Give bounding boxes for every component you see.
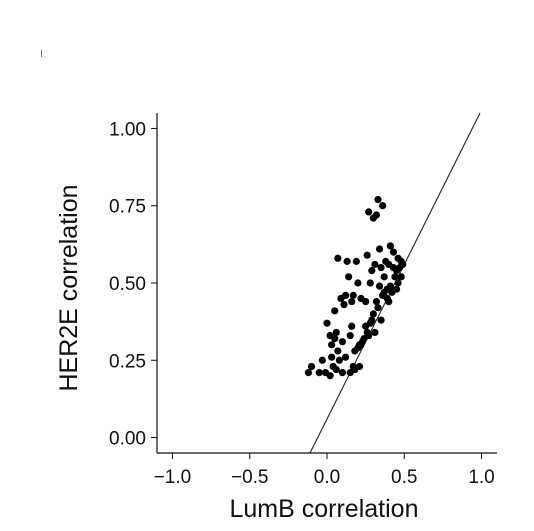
data-point xyxy=(334,347,342,355)
data-point xyxy=(326,372,334,380)
x-tick-label: −1.0 xyxy=(154,467,192,488)
data-point xyxy=(332,365,340,374)
data-point xyxy=(391,273,399,281)
data-point xyxy=(341,353,350,361)
data-point xyxy=(338,369,347,377)
data-point xyxy=(394,279,402,287)
data-point xyxy=(335,356,343,364)
y-axis-title: HER2E correlation xyxy=(55,184,83,391)
tiny-mark xyxy=(41,50,42,57)
data-point xyxy=(304,369,313,377)
data-points xyxy=(304,195,407,380)
data-point xyxy=(369,310,377,318)
data-point xyxy=(386,282,394,290)
data-point xyxy=(371,328,379,337)
data-point xyxy=(331,307,339,315)
data-point xyxy=(315,369,323,377)
data-point xyxy=(380,273,388,281)
data-point xyxy=(355,362,364,371)
data-point xyxy=(348,297,356,306)
data-point xyxy=(349,291,357,299)
data-point xyxy=(368,267,376,275)
data-point xyxy=(374,195,382,204)
data-point xyxy=(374,304,382,312)
data-point xyxy=(354,279,362,287)
axes: −1.0 −0.5 0.0 0.5 1.0 0.00 0.25 0.50 0.75 1.00 xyxy=(109,113,497,488)
y-tick-label: 0.00 xyxy=(109,429,146,450)
data-point xyxy=(397,273,405,281)
data-point xyxy=(375,282,384,290)
data-point xyxy=(399,260,407,269)
data-point xyxy=(346,331,354,340)
data-point xyxy=(332,328,340,337)
data-point xyxy=(334,254,342,262)
data-point xyxy=(366,279,374,287)
x-axis-title: LumB correlation xyxy=(230,495,419,523)
data-point xyxy=(348,322,356,330)
data-point xyxy=(363,251,371,259)
x-tick-label: 0.5 xyxy=(391,467,417,488)
y-tick-label: 1.00 xyxy=(109,119,146,140)
data-point xyxy=(331,335,339,343)
data-point xyxy=(392,285,401,293)
data-point xyxy=(323,319,331,327)
data-point xyxy=(307,362,316,371)
data-point xyxy=(328,353,336,361)
data-point xyxy=(340,301,348,309)
data-point xyxy=(389,248,398,256)
data-point xyxy=(365,208,373,216)
data-point xyxy=(352,257,360,265)
data-point xyxy=(377,316,385,324)
data-point xyxy=(368,316,376,324)
x-tick-label: 0.0 xyxy=(314,467,340,488)
data-point xyxy=(379,202,387,210)
data-point xyxy=(372,297,381,306)
data-point xyxy=(371,260,379,269)
data-point xyxy=(318,356,326,364)
data-point xyxy=(365,331,373,340)
data-point xyxy=(372,211,381,219)
x-tick-label: −0.5 xyxy=(231,467,269,488)
data-point xyxy=(362,297,370,306)
data-point xyxy=(341,291,350,299)
data-point xyxy=(338,338,347,346)
y-tick-label: 0.50 xyxy=(109,274,146,295)
data-point xyxy=(385,297,393,306)
data-point xyxy=(328,341,336,349)
data-point xyxy=(345,273,353,281)
x-tick-label: 1.0 xyxy=(468,467,494,488)
data-point xyxy=(386,242,394,250)
data-point xyxy=(375,245,384,253)
data-point xyxy=(377,263,385,272)
y-tick-label: 0.75 xyxy=(109,197,146,218)
y-tick-label: 0.25 xyxy=(109,351,146,372)
data-point xyxy=(343,257,351,265)
